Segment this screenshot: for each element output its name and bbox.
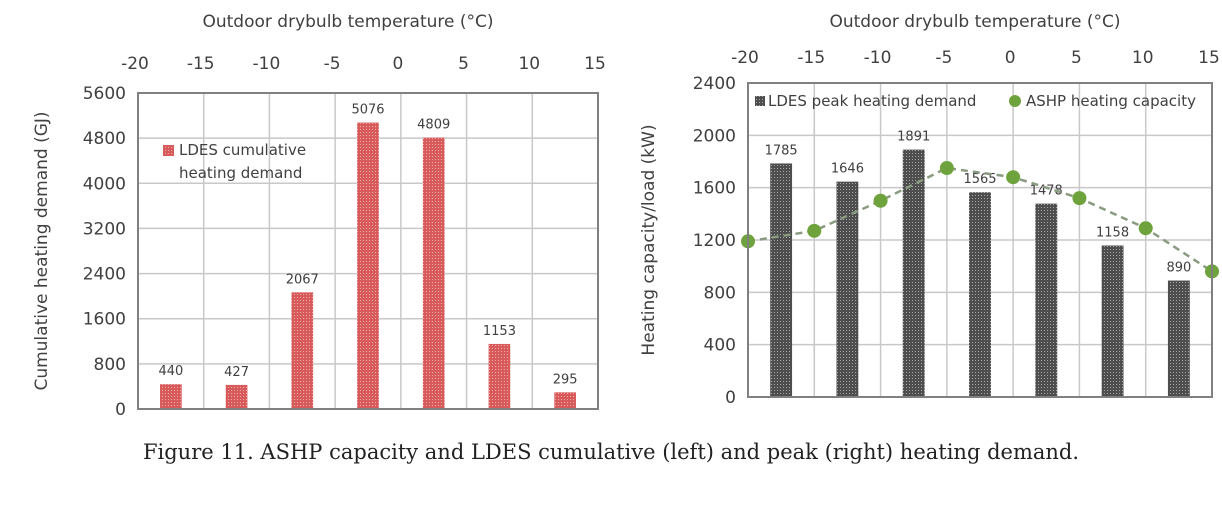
- y-tick-label: 0: [725, 388, 736, 408]
- plot-frame: [137, 92, 599, 410]
- y-axis-title: Heating capacity/load (kW): [639, 124, 659, 355]
- figure-caption: Figure 11. ASHP capacity and LDES cumula…: [142, 440, 1080, 464]
- data-label: 440: [158, 364, 183, 379]
- ashp-capacity-points: [741, 161, 1219, 279]
- top-axis-title: Outdoor drybulb temperature (°C): [202, 12, 493, 32]
- bar: [770, 163, 793, 397]
- data-label: 4809: [417, 118, 450, 133]
- legend: LDES cumulative heating demand: [163, 141, 306, 182]
- top-tick-label: 5: [458, 54, 469, 74]
- y-tick-label: 0: [115, 400, 126, 420]
- y-axis-title: Cumulative heating demand (GJ): [32, 111, 52, 390]
- bar: [1035, 203, 1058, 397]
- data-labels: 1785 1646 1891 1565 1478 1158 890: [765, 130, 1192, 276]
- plot-frame: [747, 82, 1213, 398]
- data-label: 1478: [1030, 184, 1063, 199]
- legend-label-line1: LDES cumulative: [179, 141, 306, 159]
- top-tick-label: 10: [518, 54, 540, 74]
- ashp-point: [1138, 221, 1153, 236]
- y-tick-label: 1200: [693, 231, 736, 251]
- y-tick-label: 4800: [83, 129, 126, 149]
- y-tick-label: 4000: [83, 174, 126, 194]
- y-tick-label: 400: [704, 336, 736, 356]
- data-label: 427: [224, 365, 249, 380]
- bars: [770, 149, 1190, 397]
- y-tick-label: 800: [94, 355, 126, 375]
- legend: LDES peak heating demand ASHP heating ca…: [755, 92, 1196, 110]
- data-label: 295: [553, 372, 578, 387]
- top-axis-ticks: -20 -15 -10 -5 0 5 10 15: [121, 54, 606, 74]
- legend-swatch-peak: [755, 96, 765, 106]
- ashp-point: [741, 234, 755, 249]
- ashp-point: [1006, 170, 1021, 185]
- y-tick-label: 2000: [693, 126, 736, 146]
- bar: [225, 384, 248, 409]
- top-tick-label: -15: [187, 54, 215, 74]
- ashp-point: [1072, 191, 1087, 206]
- top-axis-title: Outdoor drybulb temperature (°C): [829, 12, 1120, 32]
- y-axis-ticks: 0 800 1600 2400 3200 4000 4800 5600: [83, 84, 126, 420]
- data-label: 1646: [831, 162, 864, 177]
- bar: [1101, 245, 1124, 397]
- top-tick-label: 5: [1071, 48, 1082, 68]
- legend-label-line2: heating demand: [179, 164, 302, 182]
- data-label: 1565: [963, 172, 996, 187]
- y-tick-label: 2400: [693, 74, 736, 94]
- top-tick-label: 15: [584, 54, 606, 74]
- data-label: 5076: [351, 103, 384, 118]
- data-label: 1158: [1096, 225, 1129, 240]
- legend-marker-ashp: [1009, 95, 1021, 107]
- y-axis-ticks: 0 400 800 1200 1600 2000 2400: [693, 74, 736, 408]
- y-tick-label: 3200: [83, 219, 126, 239]
- y-tick-label: 800: [704, 283, 736, 303]
- bar: [357, 122, 379, 409]
- bars: [160, 122, 576, 409]
- top-tick-label: -20: [121, 54, 149, 74]
- data-label: 1153: [483, 324, 516, 339]
- ashp-point: [873, 193, 888, 208]
- ashp-point: [939, 161, 954, 176]
- bar: [422, 137, 445, 409]
- bar: [160, 384, 182, 409]
- bar: [902, 149, 925, 397]
- top-tick-label: -5: [324, 54, 341, 74]
- y-tick-label: 5600: [83, 84, 126, 104]
- top-tick-label: 0: [1005, 48, 1016, 68]
- bar: [836, 181, 859, 397]
- bar: [554, 392, 576, 409]
- top-tick-label: -15: [797, 48, 825, 68]
- top-tick-label: 10: [1132, 48, 1154, 68]
- cumulative-demand-chart: Outdoor drybulb temperature (°C) -20 -15-…: [32, 12, 606, 420]
- top-tick-label: 15: [1198, 48, 1220, 68]
- ashp-point: [1205, 264, 1219, 279]
- bar: [488, 343, 511, 409]
- data-label: 1891: [897, 130, 930, 145]
- data-label: 890: [1166, 261, 1191, 276]
- top-tick-label: -20: [731, 48, 759, 68]
- top-tick-label: 0: [392, 54, 403, 74]
- y-tick-label: 1600: [693, 179, 736, 199]
- legend-label-ashp: ASHP heating capacity: [1026, 92, 1196, 110]
- legend-swatch-cumulative: [163, 145, 174, 156]
- grid: [747, 82, 1213, 398]
- ashp-point: [807, 223, 822, 238]
- top-axis-ticks: -20 -15 -10 -5 0 5 10 15: [731, 48, 1220, 68]
- y-tick-label: 2400: [83, 265, 126, 285]
- bar: [969, 192, 991, 397]
- bar: [1167, 280, 1190, 397]
- data-label: 2067: [286, 272, 319, 287]
- data-labels: 440 427 2067 5076 4809 1153 295: [158, 103, 577, 388]
- data-label: 1785: [765, 143, 798, 158]
- bar: [291, 292, 314, 409]
- legend-label-peak: LDES peak heating demand: [768, 92, 976, 110]
- top-tick-label: -10: [864, 48, 892, 68]
- top-tick-label: -10: [253, 54, 281, 74]
- y-tick-label: 1600: [83, 310, 126, 330]
- ashp-capacity-line: [747, 166, 1213, 273]
- top-tick-label: -5: [935, 48, 952, 68]
